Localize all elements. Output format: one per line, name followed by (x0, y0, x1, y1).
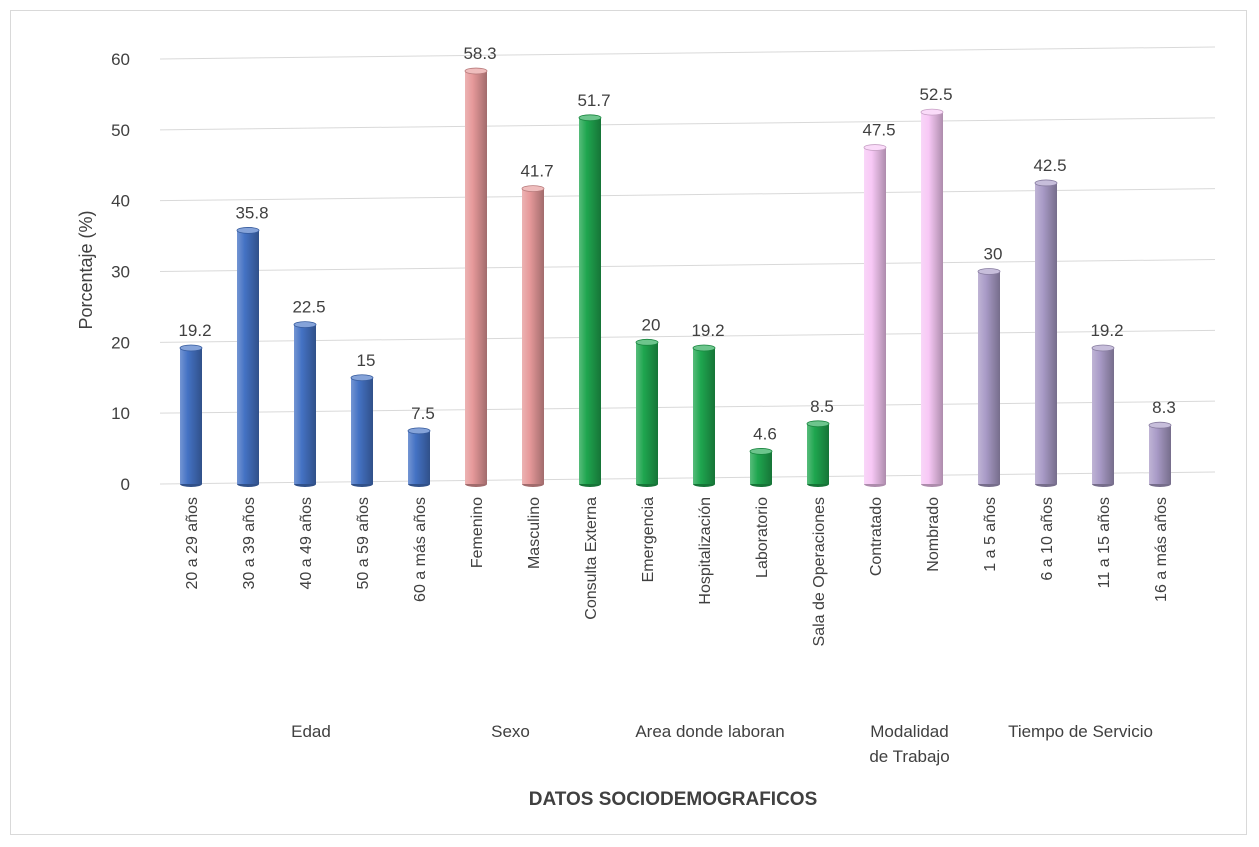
bar (978, 269, 1000, 488)
data-label: 15 (357, 351, 376, 370)
y-tick-label: 40 (111, 192, 130, 211)
category-label: 50 a 59 años (355, 497, 372, 590)
bar (408, 428, 430, 487)
gridline (160, 118, 1215, 130)
category-label: Hospitalización (697, 497, 714, 605)
data-label: 42.5 (1033, 156, 1066, 175)
category-label: Masculino (526, 497, 543, 569)
group-label: Modalidad de Trabajo (869, 722, 949, 766)
data-label: 19.2 (691, 321, 724, 340)
data-label: 7.5 (411, 404, 435, 423)
category-label: Emergencia (640, 497, 657, 582)
bar (864, 145, 886, 487)
data-label: 4.6 (753, 424, 777, 443)
group-label: Edad (291, 722, 331, 741)
y-tick-label: 60 (111, 50, 130, 69)
data-label: 22.5 (292, 298, 325, 317)
category-label: 16 a más años (1153, 497, 1170, 602)
data-label: 51.7 (577, 91, 610, 110)
category-label: 40 a 49 años (298, 497, 315, 590)
y-axis-title: Porcentaje (%) (76, 210, 96, 329)
bar (1092, 345, 1114, 487)
y-tick-label: 30 (111, 263, 130, 282)
data-label: 20 (642, 315, 661, 334)
bar (294, 322, 316, 487)
bar (522, 186, 544, 487)
bar (351, 375, 373, 487)
category-label: 20 a 29 años (184, 497, 201, 590)
category-label: Sala de Operaciones (811, 497, 828, 646)
bar (1149, 422, 1171, 487)
category-label: 1 a 5 años (982, 497, 999, 572)
group-label: Area donde laboran (635, 722, 784, 741)
category-label: 60 a más años (412, 497, 429, 602)
data-label: 35.8 (235, 203, 268, 222)
group-label: Sexo (491, 722, 530, 741)
y-tick-label: 50 (111, 121, 130, 140)
data-label: 8.3 (1152, 398, 1176, 417)
category-label: 6 a 10 años (1039, 497, 1056, 581)
bars (180, 68, 1171, 487)
bar (180, 345, 202, 487)
bar (921, 109, 943, 487)
category-label: Femenino (469, 497, 486, 568)
category-label: Contratado (868, 497, 885, 576)
group-label: Tiempo de Servicio (1008, 722, 1153, 741)
bar (579, 115, 601, 487)
bar (750, 448, 772, 487)
data-label: 58.3 (463, 44, 496, 63)
category-label: 30 a 39 años (241, 497, 258, 590)
y-tick-label: 0 (121, 475, 130, 494)
data-label: 47.5 (862, 121, 895, 140)
category-label: 11 a 15 años (1096, 497, 1113, 588)
bar (237, 227, 259, 487)
data-label: 8.5 (810, 397, 834, 416)
bar (1035, 180, 1057, 487)
bar (465, 68, 487, 487)
y-tick-label: 20 (111, 333, 130, 352)
bar (807, 421, 829, 487)
data-label: 19.2 (1090, 321, 1123, 340)
x-axis-title: DATOS SOCIODEMOGRAFICOS (529, 789, 818, 810)
data-label: 19.2 (178, 321, 211, 340)
data-label: 52.5 (919, 85, 952, 104)
bar (693, 345, 715, 487)
bar (636, 339, 658, 487)
y-tick-label: 10 (111, 404, 130, 423)
data-label: 30 (984, 245, 1003, 264)
gridline (160, 47, 1215, 59)
category-label: Laboratorio (754, 497, 771, 578)
category-label: Nombrado (925, 497, 942, 572)
category-label: Consulta Externa (583, 497, 600, 620)
data-label: 41.7 (520, 162, 553, 181)
